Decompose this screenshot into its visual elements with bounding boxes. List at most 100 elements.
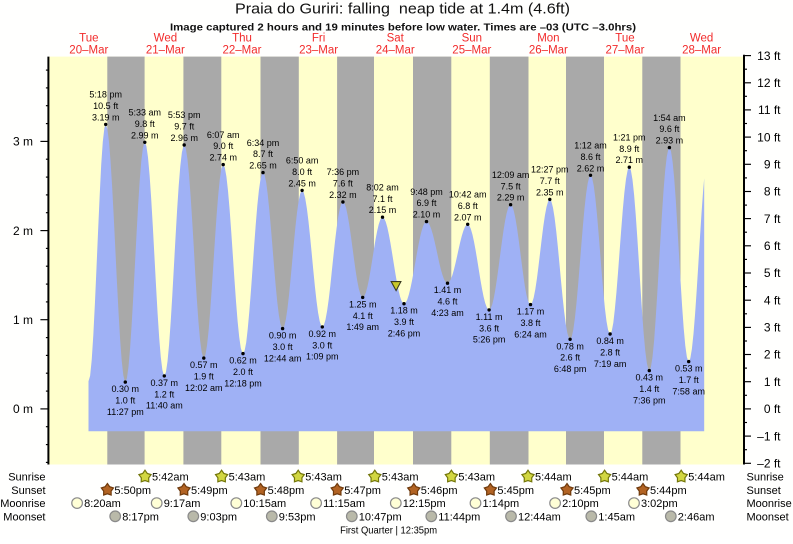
- svg-text:1.2 ft: 1.2 ft: [154, 389, 175, 399]
- svg-text:0.30 m: 0.30 m: [112, 384, 140, 394]
- svg-text:9.6 ft: 9.6 ft: [659, 124, 680, 134]
- svg-text:4 ft: 4 ft: [764, 293, 781, 307]
- svg-text:10:47pm: 10:47pm: [359, 511, 402, 523]
- svg-text:Sunset: Sunset: [11, 485, 45, 497]
- svg-text:2:46 pm: 2:46 pm: [388, 329, 421, 339]
- svg-text:8:17pm: 8:17pm: [122, 511, 159, 523]
- svg-text:Mon: Mon: [537, 32, 559, 44]
- svg-text:7:58 am: 7:58 am: [672, 386, 705, 396]
- svg-text:3.8 ft: 3.8 ft: [520, 318, 541, 328]
- svg-text:0.84 m: 0.84 m: [596, 336, 624, 346]
- svg-text:1.11 m: 1.11 m: [476, 312, 503, 322]
- svg-text:2:10pm: 2:10pm: [562, 498, 599, 510]
- svg-text:Moonset: Moonset: [747, 511, 789, 523]
- svg-text:5:45pm: 5:45pm: [574, 485, 611, 497]
- svg-text:5:46pm: 5:46pm: [421, 485, 458, 497]
- svg-text:6.9 ft: 6.9 ft: [416, 198, 437, 208]
- svg-text:Fri: Fri: [312, 32, 325, 44]
- svg-text:9:53pm: 9:53pm: [279, 511, 316, 523]
- svg-text:1.0 ft: 1.0 ft: [115, 396, 136, 406]
- svg-text:12 ft: 12 ft: [757, 76, 781, 90]
- svg-text:2:46am: 2:46am: [678, 511, 715, 523]
- svg-text:0 ft: 0 ft: [764, 402, 781, 416]
- svg-text:Thu: Thu: [232, 32, 252, 44]
- svg-text:8.6 ft: 8.6 ft: [580, 152, 601, 162]
- svg-text:1.7 ft: 1.7 ft: [679, 375, 700, 385]
- svg-text:9.7 ft: 9.7 ft: [174, 122, 195, 132]
- svg-text:1:45am: 1:45am: [598, 511, 635, 523]
- svg-text:0.92 m: 0.92 m: [309, 329, 337, 339]
- svg-text:Sun: Sun: [462, 32, 482, 44]
- svg-text:2.93 m: 2.93 m: [656, 136, 684, 146]
- svg-text:7.6 ft: 7.6 ft: [333, 179, 354, 189]
- svg-text:3 ft: 3 ft: [764, 321, 781, 335]
- svg-text:Wed: Wed: [154, 32, 177, 44]
- svg-text:11:44pm: 11:44pm: [438, 511, 480, 523]
- svg-text:8.7 ft: 8.7 ft: [253, 149, 274, 159]
- svg-text:12:44am: 12:44am: [518, 511, 561, 523]
- svg-text:9:48 pm: 9:48 pm: [410, 187, 443, 197]
- svg-text:5:44am: 5:44am: [612, 472, 649, 484]
- svg-text:Moonrise: Moonrise: [747, 498, 792, 510]
- svg-text:Wed: Wed: [690, 32, 713, 44]
- svg-text:12:44 am: 12:44 am: [264, 353, 302, 363]
- svg-text:2.71 m: 2.71 m: [616, 155, 644, 165]
- svg-text:5:43am: 5:43am: [458, 472, 495, 484]
- svg-text:7.7 ft: 7.7 ft: [540, 176, 561, 186]
- svg-text:5:48pm: 5:48pm: [268, 485, 305, 497]
- svg-text:1.4 ft: 1.4 ft: [639, 384, 660, 394]
- svg-text:10.5 ft: 10.5 ft: [93, 101, 119, 111]
- svg-text:5:44am: 5:44am: [688, 472, 725, 484]
- svg-text:7.5 ft: 7.5 ft: [501, 181, 522, 191]
- svg-text:1:14pm: 1:14pm: [483, 498, 520, 510]
- svg-text:9:03pm: 9:03pm: [200, 511, 237, 523]
- svg-text:28–Mar: 28–Mar: [682, 44, 721, 56]
- svg-text:7.1 ft: 7.1 ft: [372, 194, 393, 204]
- svg-text:5:18 pm: 5:18 pm: [89, 90, 122, 100]
- svg-text:0.43 m: 0.43 m: [636, 373, 664, 383]
- svg-text:21–Mar: 21–Mar: [146, 44, 185, 56]
- svg-text:3:02pm: 3:02pm: [641, 498, 678, 510]
- svg-text:0.57 m: 0.57 m: [190, 360, 218, 370]
- svg-text:Praia do Guriri: falling neap: Praia do Guriri: falling neap tide at 1.…: [235, 1, 570, 18]
- svg-text:5:26 pm: 5:26 pm: [473, 335, 506, 345]
- svg-text:5:50pm: 5:50pm: [114, 485, 151, 497]
- svg-text:1.9 ft: 1.9 ft: [194, 372, 215, 382]
- svg-text:1 ft: 1 ft: [764, 375, 781, 389]
- svg-text:2.29 m: 2.29 m: [497, 193, 525, 203]
- svg-text:1 m: 1 m: [13, 313, 33, 327]
- svg-text:Image captured 2 hours and 19: Image captured 2 hours and 19 minutes be…: [170, 22, 636, 34]
- svg-text:7 ft: 7 ft: [764, 212, 781, 226]
- svg-text:13 ft: 13 ft: [757, 49, 781, 63]
- svg-text:2.96 m: 2.96 m: [170, 133, 198, 143]
- svg-text:6.8 ft: 6.8 ft: [458, 201, 479, 211]
- svg-text:5:44pm: 5:44pm: [650, 485, 687, 497]
- svg-text:23–Mar: 23–Mar: [299, 44, 338, 56]
- svg-text:1:21 pm: 1:21 pm: [613, 132, 646, 142]
- svg-text:2.35 m: 2.35 m: [536, 187, 564, 197]
- svg-text:Sunrise: Sunrise: [8, 472, 45, 484]
- svg-text:2.10 m: 2.10 m: [413, 210, 441, 220]
- svg-text:5:53 pm: 5:53 pm: [168, 110, 201, 120]
- svg-text:22–Mar: 22–Mar: [223, 44, 262, 56]
- svg-text:0.62 m: 0.62 m: [229, 356, 257, 366]
- svg-text:Tue: Tue: [79, 32, 98, 44]
- svg-text:8:20am: 8:20am: [84, 498, 121, 510]
- svg-text:6:34 pm: 6:34 pm: [247, 138, 280, 148]
- svg-text:7:36 pm: 7:36 pm: [633, 395, 666, 405]
- svg-text:3.9 ft: 3.9 ft: [394, 317, 415, 327]
- svg-text:5:42am: 5:42am: [152, 472, 189, 484]
- svg-text:11:40 am: 11:40 am: [146, 401, 183, 411]
- svg-text:6:48 pm: 6:48 pm: [554, 364, 587, 374]
- svg-text:2.6 ft: 2.6 ft: [560, 353, 581, 363]
- svg-text:0.78 m: 0.78 m: [556, 341, 584, 351]
- svg-text:20–Mar: 20–Mar: [69, 44, 108, 56]
- svg-text:2.65 m: 2.65 m: [249, 161, 277, 171]
- svg-text:2.07 m: 2.07 m: [454, 212, 482, 222]
- svg-text:1.17 m: 1.17 m: [517, 307, 545, 317]
- svg-text:2.99 m: 2.99 m: [131, 130, 159, 140]
- svg-text:11:27 pm: 11:27 pm: [107, 407, 144, 417]
- svg-text:6:50 am: 6:50 am: [286, 156, 319, 166]
- svg-text:27–Mar: 27–Mar: [606, 44, 645, 56]
- svg-text:26–Mar: 26–Mar: [529, 44, 568, 56]
